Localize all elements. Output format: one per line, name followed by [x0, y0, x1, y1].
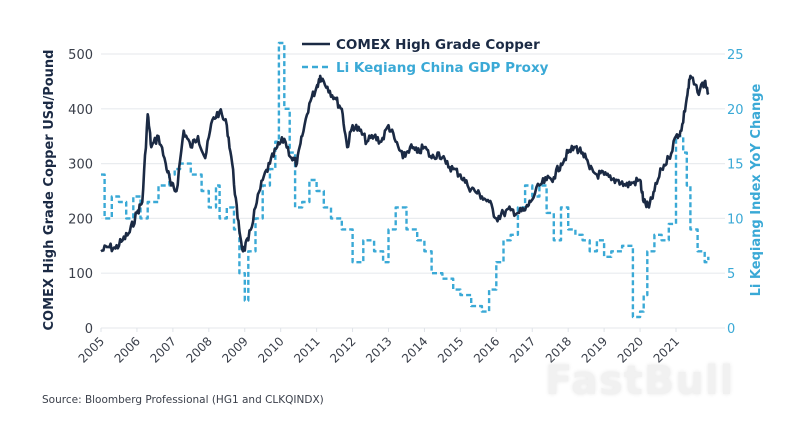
- x-tick-label: 2016: [471, 334, 502, 365]
- x-tick-label: 2005: [76, 334, 107, 365]
- legend-label-gdp-proxy: Li Keqiang China GDP Proxy: [336, 60, 549, 76]
- right-axis-label: Li Keqiang Index YoY Change: [749, 83, 764, 296]
- series-line-copper: [100, 74, 710, 253]
- right-tick-label: 10: [727, 212, 744, 227]
- x-tick-label: 2012: [327, 334, 358, 365]
- x-tick-label: 2009: [219, 334, 250, 365]
- x-tick-label: 2017: [507, 334, 538, 365]
- right-tick-label: 5: [727, 267, 735, 282]
- left-tick-label: 100: [68, 267, 93, 282]
- series-line-gdp-proxy: [101, 41, 710, 319]
- left-tick-label: 200: [68, 212, 93, 227]
- x-tick-label: 2006: [112, 334, 143, 365]
- gridlines: [101, 53, 725, 329]
- source-note: Source: Bloomberg Professional (HG1 and …: [42, 394, 324, 406]
- legend-label-copper: COMEX High Grade Copper: [336, 37, 540, 53]
- x-tick-label: 2011: [291, 334, 322, 365]
- left-tick-label: 400: [68, 103, 93, 118]
- x-tick-label: 2013: [363, 334, 394, 365]
- left-tick-label: 0: [85, 322, 93, 337]
- left-tick-label: 300: [68, 158, 93, 173]
- watermark: FastBull: [545, 358, 735, 404]
- right-tick-label: 0: [727, 322, 735, 337]
- right-tick-label: 25: [727, 48, 744, 63]
- right-axis-ticks: 0 5 10 15 20 25: [727, 48, 744, 337]
- legend: COMEX High Grade Copper Li Keqiang China…: [302, 37, 549, 76]
- x-tick-label: 2015: [435, 334, 466, 365]
- left-tick-label: 500: [68, 48, 93, 63]
- series-lines: [100, 41, 710, 319]
- left-axis-ticks: 0 100 200 300 400 500: [68, 48, 93, 337]
- right-tick-label: 20: [727, 103, 744, 118]
- left-axis-label: COMEX High Grade Copper USd/Pound: [42, 50, 57, 331]
- x-tick-label: 2014: [399, 334, 430, 365]
- x-tick-label: 2010: [255, 334, 286, 365]
- right-tick-label: 15: [727, 158, 744, 173]
- x-tick-label: 2007: [147, 334, 178, 365]
- x-tick-label: 2008: [183, 334, 214, 365]
